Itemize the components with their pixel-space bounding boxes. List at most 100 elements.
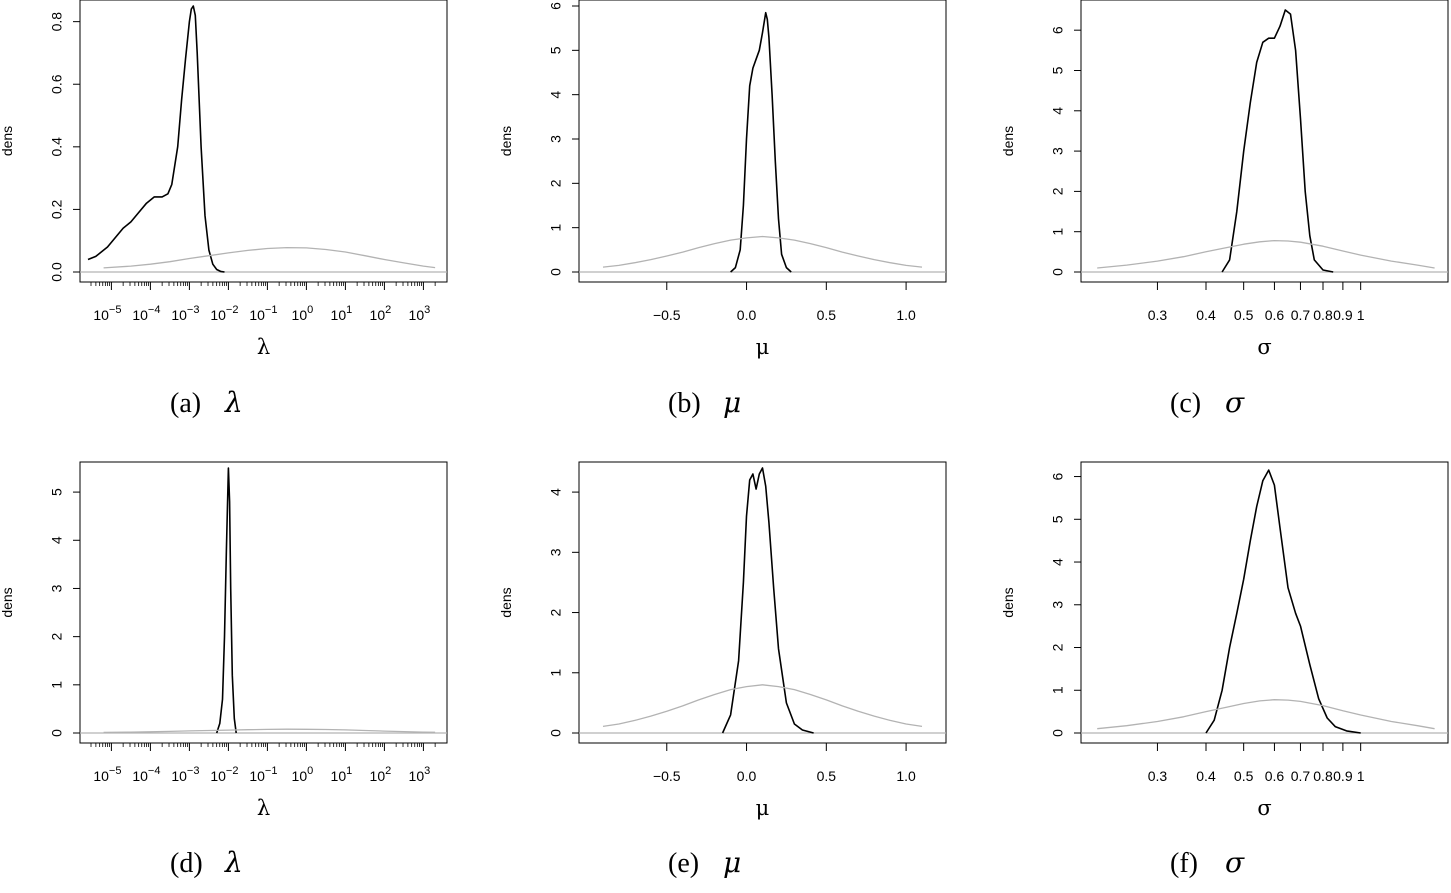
posterior-density-line <box>215 467 237 734</box>
panel-caption-symbol: μ <box>723 846 741 879</box>
y-tick-label: 4 <box>548 488 564 496</box>
posterior-density-line <box>1221 9 1334 273</box>
x-tick-label: 0.5 <box>1234 768 1254 784</box>
panel-caption-symbol: λ <box>224 846 243 879</box>
x-tick-label: 0.4 <box>1196 768 1216 784</box>
x-tick-label: 0.7 <box>1291 307 1311 323</box>
x-tick-label: 0.9 <box>1333 768 1353 784</box>
y-tick-label: 5 <box>548 46 564 54</box>
panel-d: 0 1 2 3 4 5 dens 10−5 10−4 10−3 10−2 10−1 100 101 102 1… <box>0 461 448 879</box>
y-axis-label: dens <box>498 587 514 617</box>
x-tick-label: 102 <box>370 304 392 323</box>
panel-caption-symbol: λ <box>224 386 243 419</box>
x-axis-label: μ <box>756 335 770 359</box>
x-tick-label: 10−4 <box>132 765 160 784</box>
x-tick-label: −0.5 <box>653 768 681 784</box>
x-tick-label: 0.4 <box>1196 307 1216 323</box>
y-tick-label: 5 <box>1050 66 1066 74</box>
prior-density-line <box>602 235 923 268</box>
prior-density-line <box>1097 239 1435 269</box>
y-tick-label: 0.2 <box>49 199 65 219</box>
y-tick-label: 6 <box>1050 472 1066 480</box>
y-tick-label: 0.8 <box>49 12 65 32</box>
x-axis-label: λ <box>257 335 270 359</box>
x-tick-label: 101 <box>331 765 353 784</box>
x-axis-label: λ <box>257 796 270 820</box>
y-tick-label: 4 <box>548 91 564 99</box>
y-tick-label: 2 <box>49 633 65 641</box>
x-tick-label: 0.6 <box>1265 307 1285 323</box>
x-tick-label: 100 <box>292 765 314 784</box>
y-tick-label: 0 <box>1050 729 1066 737</box>
x-tick-label: 0.7 <box>1291 768 1311 784</box>
plot-frame <box>578 0 947 283</box>
y-tick-label: 0.6 <box>49 74 65 94</box>
x-tick-label: 10−5 <box>93 304 121 323</box>
x-tick-label: 1 <box>1357 307 1365 323</box>
y-axis-label: dens <box>1000 587 1016 617</box>
x-tick-label: 10−5 <box>93 765 121 784</box>
x-tick-label: 10−2 <box>210 304 238 323</box>
y-tick-label: 5 <box>49 488 65 496</box>
x-tick-label: 0.0 <box>737 768 757 784</box>
y-tick-label: 3 <box>1050 147 1066 155</box>
x-tick-label: −0.5 <box>653 307 681 323</box>
y-axis-label: dens <box>0 126 15 156</box>
y-tick-label: 4 <box>1050 558 1066 566</box>
panel-e: 0 1 2 3 4 dens −0.5 0.0 0.5 1.0 μ (e) μ <box>498 461 947 879</box>
panel-caption: (b) <box>668 388 701 419</box>
plot-frame <box>578 461 947 744</box>
plot-frame <box>79 461 448 744</box>
prior-density-line <box>103 246 436 269</box>
x-tick-label: 1.0 <box>896 768 916 784</box>
y-tick-label: 3 <box>548 135 564 143</box>
prior-density-line <box>1097 699 1435 730</box>
x-tick-label: 10−3 <box>171 765 199 784</box>
x-tick-label: 0.8 <box>1313 768 1333 784</box>
y-tick-label: 5 <box>1050 515 1066 523</box>
x-tick-label: 10−1 <box>249 304 277 323</box>
y-tick-label: 1 <box>1050 686 1066 694</box>
x-tick-label: 10−4 <box>132 304 160 323</box>
y-tick-label: 1 <box>1050 228 1066 236</box>
y-tick-label: 0 <box>49 729 65 737</box>
x-tick-label: 102 <box>370 765 392 784</box>
x-tick-label: 10−2 <box>210 765 238 784</box>
x-tick-label: 0.0 <box>737 307 757 323</box>
x-tick-label: 0.5 <box>1234 307 1254 323</box>
x-axis-label: μ <box>756 796 770 820</box>
y-tick-label: 2 <box>1050 187 1066 195</box>
y-tick-label: 3 <box>49 584 65 592</box>
posterior-density-line <box>87 5 225 273</box>
posterior-density-line <box>730 11 792 273</box>
y-tick-label: 0 <box>1050 268 1066 276</box>
x-tick-label: 103 <box>409 304 431 323</box>
y-tick-label: 0.0 <box>49 262 65 282</box>
x-axis-label: σ <box>1257 335 1271 359</box>
panel-b: 0 1 2 3 4 5 6 dens −0.5 0.0 0.5 1.0 μ (b) μ <box>498 0 947 419</box>
panel-caption: (a) <box>170 388 201 419</box>
plot-frame <box>1080 0 1449 283</box>
y-tick-label: 3 <box>548 548 564 556</box>
y-tick-label: 0 <box>548 268 564 276</box>
prior-density-line <box>602 684 923 728</box>
y-tick-label: 1 <box>548 669 564 677</box>
panel-caption-symbol: σ <box>1225 846 1245 879</box>
posterior-density-line <box>721 467 814 734</box>
x-tick-label: 0.3 <box>1148 307 1168 323</box>
x-tick-label: 10−1 <box>249 765 277 784</box>
panel-caption: (f) <box>1170 848 1198 879</box>
y-tick-label: 2 <box>1050 643 1066 651</box>
y-tick-label: 0 <box>548 729 564 737</box>
x-tick-label: 0.5 <box>817 307 837 323</box>
plot-frame <box>79 0 448 283</box>
y-tick-label: 2 <box>548 608 564 616</box>
x-tick-label: 1.0 <box>896 307 916 323</box>
y-tick-label: 1 <box>548 224 564 232</box>
y-tick-label: 3 <box>1050 601 1066 609</box>
posterior-density-line <box>1205 469 1361 734</box>
x-tick-label: 0.8 <box>1313 307 1333 323</box>
y-axis-label: dens <box>1000 126 1016 156</box>
